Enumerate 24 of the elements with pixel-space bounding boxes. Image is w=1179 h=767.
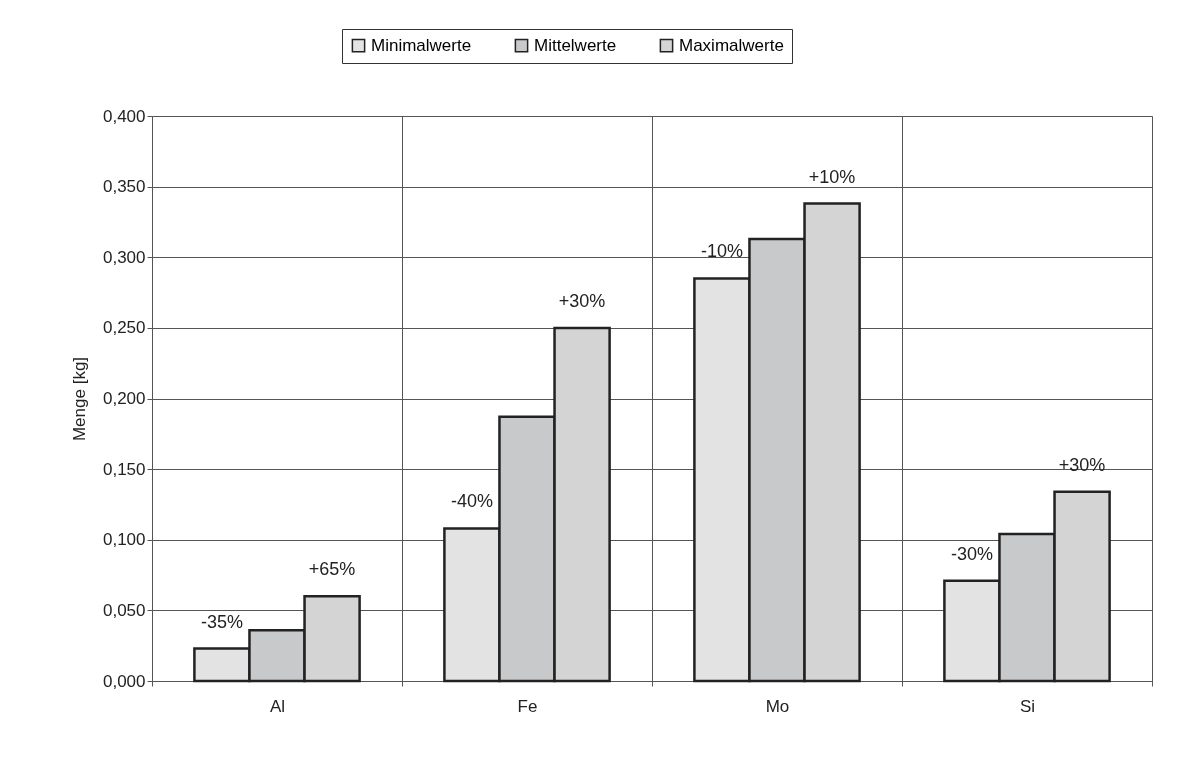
annotation: -35% xyxy=(200,611,243,632)
annotation: -10% xyxy=(700,241,743,262)
annotation: +10% xyxy=(808,166,856,187)
y-tick-label: 0,300 xyxy=(102,247,146,267)
y-tick-label: 0,100 xyxy=(102,530,146,550)
y-tick-label: 0,350 xyxy=(102,177,146,197)
x-tick-label: Si xyxy=(1019,696,1036,716)
legend-label: Maximalwerte xyxy=(679,35,784,55)
y-axis-title: Menge [kg] xyxy=(69,356,89,442)
annotation: +65% xyxy=(308,559,356,580)
y-tick-label: 0,050 xyxy=(102,600,146,620)
legend-label: Mittelwerte xyxy=(534,35,617,55)
x-tick-label: Fe xyxy=(517,696,538,716)
y-tick-label: 0,200 xyxy=(102,389,146,408)
x-tick-label: Mo xyxy=(765,696,790,716)
annotation: -30% xyxy=(950,543,993,564)
y-tick-label: 0,400 xyxy=(102,106,146,126)
annotation: -40% xyxy=(450,491,493,512)
annotation: +30% xyxy=(558,290,606,311)
y-tick-label: 0,250 xyxy=(102,318,146,338)
y-tick-label: 0,000 xyxy=(102,671,146,691)
legend-label: Minimalwerte xyxy=(371,35,472,55)
y-tick-label: 0,150 xyxy=(102,459,146,479)
x-tick-label: Al xyxy=(269,696,286,716)
